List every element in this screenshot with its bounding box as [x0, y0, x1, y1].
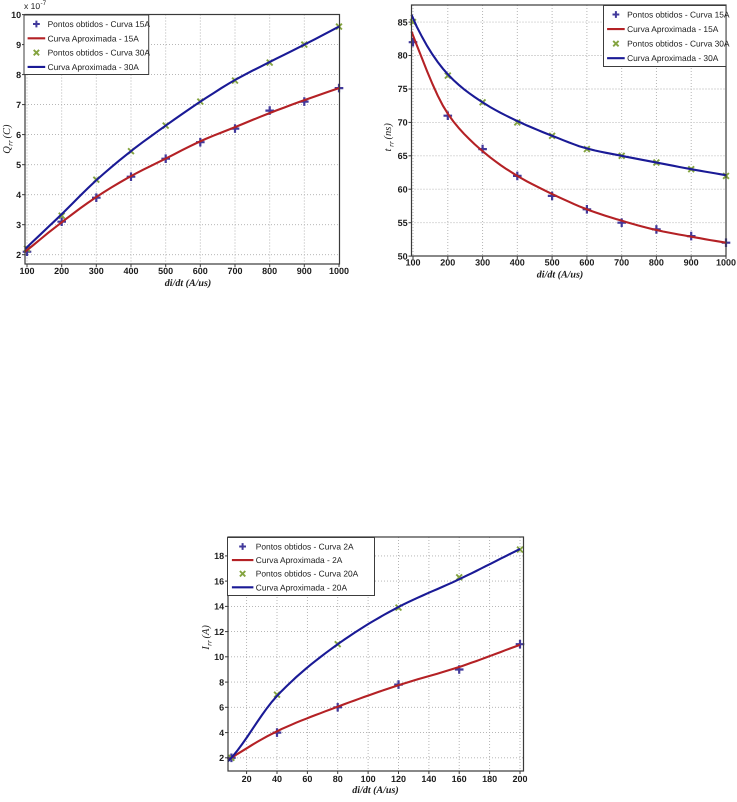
svg-text:di/dt (A/us): di/dt (A/us)	[537, 270, 583, 281]
svg-text:18: 18	[214, 551, 224, 561]
svg-text:Curva Aproximada - 15A: Curva Aproximada - 15A	[48, 33, 140, 43]
svg-text:Q: Q	[2, 146, 13, 154]
svg-text:10: 10	[214, 652, 224, 662]
svg-text:8: 8	[16, 70, 21, 80]
svg-text:700: 700	[614, 258, 629, 268]
svg-text:700: 700	[227, 266, 242, 276]
svg-text:6: 6	[16, 130, 21, 140]
svg-text:55: 55	[398, 218, 408, 228]
svg-text:500: 500	[158, 266, 173, 276]
svg-text:Pontos obtidos - Curva 2A: Pontos obtidos - Curva 2A	[256, 542, 354, 552]
svg-text:40: 40	[272, 774, 282, 784]
svg-text:100: 100	[19, 266, 34, 276]
svg-text:Pontos obtidos - Curva 30A: Pontos obtidos - Curva 30A	[627, 39, 730, 49]
svg-text:180: 180	[482, 774, 497, 784]
svg-text:100: 100	[405, 258, 420, 268]
svg-text:Pontos obtidos - Curva 15A: Pontos obtidos - Curva 15A	[627, 10, 730, 20]
svg-text:8: 8	[219, 677, 224, 687]
svg-text:5: 5	[16, 160, 21, 170]
svg-text:900: 900	[297, 266, 312, 276]
svg-text:(ns): (ns)	[383, 123, 394, 140]
svg-text:14: 14	[214, 602, 224, 612]
svg-text:7: 7	[16, 100, 21, 110]
svg-text:16: 16	[214, 576, 224, 586]
svg-text:4: 4	[219, 728, 224, 738]
svg-text:600: 600	[579, 258, 594, 268]
svg-text:Pontos obtidos - Curva 30A: Pontos obtidos - Curva 30A	[48, 48, 151, 58]
svg-text:900: 900	[684, 258, 699, 268]
svg-text:rr: rr	[6, 140, 15, 146]
svg-text:80: 80	[398, 51, 408, 61]
svg-text:-7: -7	[41, 0, 47, 7]
svg-text:65: 65	[398, 151, 408, 161]
svg-text:140: 140	[421, 774, 436, 784]
svg-text:200: 200	[512, 774, 527, 784]
svg-text:1000: 1000	[329, 266, 349, 276]
svg-text:Pontos obtidos - Curva 20A: Pontos obtidos - Curva 20A	[256, 569, 359, 579]
svg-text:85: 85	[398, 17, 408, 27]
svg-text:9: 9	[16, 40, 21, 50]
svg-text:600: 600	[193, 266, 208, 276]
svg-text:di/dt (A/us): di/dt (A/us)	[165, 278, 211, 289]
svg-text:50: 50	[398, 251, 408, 261]
svg-text:6: 6	[219, 703, 224, 713]
svg-text:di/dt (A/us): di/dt (A/us)	[352, 785, 398, 796]
svg-text:75: 75	[398, 84, 408, 94]
svg-text:12: 12	[214, 627, 224, 637]
svg-text:800: 800	[649, 258, 664, 268]
svg-text:(C): (C)	[2, 124, 13, 139]
svg-text:400: 400	[123, 266, 138, 276]
svg-text:300: 300	[475, 258, 490, 268]
svg-text:120: 120	[391, 774, 406, 784]
svg-text:200: 200	[54, 266, 69, 276]
svg-text:rr: rr	[205, 640, 214, 646]
svg-text:t: t	[383, 147, 394, 151]
svg-text:400: 400	[510, 258, 525, 268]
svg-text:Curva Aproximada - 20A: Curva Aproximada - 20A	[256, 582, 348, 592]
svg-text:200: 200	[440, 258, 455, 268]
svg-text:x 10: x 10	[24, 1, 40, 11]
svg-text:300: 300	[89, 266, 104, 276]
svg-text:2: 2	[16, 250, 21, 260]
svg-text:Pontos obtidos - Curva 15A: Pontos obtidos - Curva 15A	[48, 19, 151, 29]
svg-text:100: 100	[361, 774, 376, 784]
svg-text:Curva Aproximada - 15A: Curva Aproximada - 15A	[627, 24, 719, 34]
svg-text:1000: 1000	[716, 258, 736, 268]
svg-text:Curva Aproximada - 30A: Curva Aproximada - 30A	[627, 53, 719, 63]
svg-text:rr: rr	[387, 141, 396, 147]
svg-text:I: I	[201, 646, 212, 651]
svg-text:800: 800	[262, 266, 277, 276]
svg-text:(A): (A)	[201, 625, 212, 639]
svg-text:60: 60	[302, 774, 312, 784]
svg-text:60: 60	[398, 184, 408, 194]
svg-text:Curva Aproximada - 2A: Curva Aproximada - 2A	[256, 555, 343, 565]
svg-text:Curva Aproximada - 30A: Curva Aproximada - 30A	[48, 62, 140, 72]
svg-text:80: 80	[333, 774, 343, 784]
svg-text:2: 2	[219, 753, 224, 763]
svg-text:70: 70	[398, 118, 408, 128]
svg-text:4: 4	[16, 190, 21, 200]
svg-text:20: 20	[242, 774, 252, 784]
svg-text:160: 160	[452, 774, 467, 784]
svg-text:500: 500	[545, 258, 560, 268]
svg-text:3: 3	[16, 220, 21, 230]
svg-text:10: 10	[11, 10, 21, 20]
